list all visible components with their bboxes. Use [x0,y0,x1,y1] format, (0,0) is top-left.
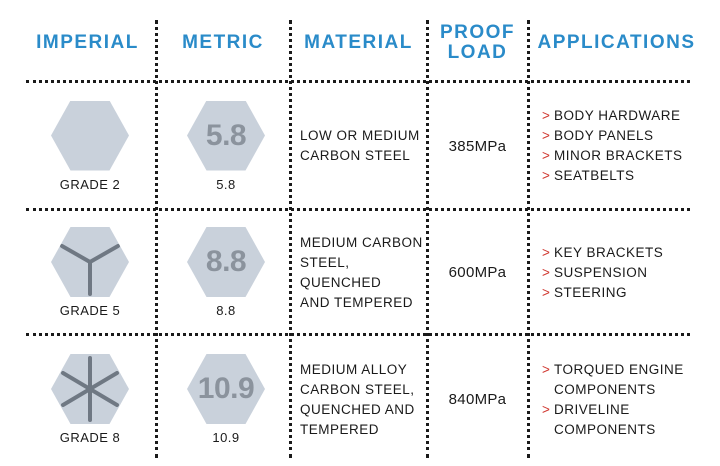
hex-six-radial-marks-icon [51,354,129,424]
bullet-marker: > [542,244,551,260]
hex-three-radial-marks-icon [51,227,129,297]
grade-8-marks [61,356,119,422]
application-item: > DRIVELINE COMPONENTS [542,400,656,440]
row-divider [26,333,690,336]
application-text: BODY HARDWARE [554,108,681,123]
bullet-marker: > [542,168,551,183]
applications-cell: > TORQUED ENGINE COMPONENTS > DRIVELINE COMP… [528,337,720,462]
material-line: CARBON STEEL, [300,381,415,397]
header-imperial: IMPERIAL [36,32,139,53]
bullet-marker: > [542,108,551,123]
metric-stamp: 10.9 [197,372,255,405]
application-item: > MINOR BRACKETS [542,146,683,166]
applications-cell: > BODY HARDWARE > BODY PANELS > MINOR BRACK… [528,84,720,208]
application-item: > BODY HARDWARE [542,106,681,126]
application-item: > SUSPENSION [542,263,648,283]
row-divider [26,80,690,83]
application-text: KEY BRACKETS [554,244,664,260]
metric-grade-label: 10.9 [212,430,240,445]
header-proof-load: PROOF LOAD [428,0,527,86]
bullet-marker: > [542,148,551,163]
table-row: GRADE 5 8.8 8.8 MEDIUM CARBON STEEL, QUE… [0,212,720,333]
applications-cell: > KEY BRACKETS > SUSPENSION > STEERING [528,212,720,333]
bullet-marker: > [542,128,551,143]
application-text: MINOR BRACKETS [554,148,683,163]
application-text: DRIVELINE [554,401,630,417]
material-line: TEMPERED [300,421,380,437]
application-item: > KEY BRACKETS [542,243,663,263]
imperial-cell: GRADE 8 [50,337,130,462]
table-row: GRADE 8 10.9 10.9 MEDIUM ALLOY CARBON ST… [0,337,720,462]
application-text: COMPONENTS [554,381,656,397]
bullet-marker: > [542,361,551,377]
imperial-cell: GRADE 2 [50,84,130,208]
metric-hex-icon: 10.9 [187,354,265,424]
application-text: SUSPENSION [554,264,648,280]
material-line: MEDIUM ALLOY [300,361,408,377]
metric-stamp: 5.8 [205,118,247,152]
material-line: CARBON STEEL [300,148,411,163]
header-metric: METRIC [182,32,264,53]
proof-load-value: 600MPa [448,264,507,281]
application-item: > TORQUED ENGINE COMPONENTS [542,360,684,400]
application-item: > STEERING [542,283,627,303]
column-divider [155,20,158,458]
metric-cell: 10.9 10.9 [186,337,266,462]
imperial-grade-label: GRADE 2 [59,176,121,192]
imperial-cell: GRADE 5 [50,212,130,333]
material-line: QUENCHED AND [300,401,415,417]
metric-grade-label: 8.8 [216,303,236,318]
metric-cell: 5.8 5.8 [186,84,266,208]
application-text: BODY PANELS [554,128,654,143]
material-cell: LOW OR MEDIUM CARBON STEEL [292,84,430,208]
proof-load-value: 385MPa [448,137,507,155]
table-row: GRADE 2 5.8 5.8 LOW OR MEDIUM CARBON STE… [0,84,720,208]
metric-grade-label: 5.8 [216,176,236,192]
header-material: MATERIAL [304,32,413,53]
imperial-grade-label: GRADE 5 [59,303,121,318]
column-divider [426,20,429,458]
column-divider [527,20,530,458]
material-line: MEDIUM CARBON [300,234,423,250]
metric-hex-icon: 5.8 [187,100,265,171]
application-item: > SEATBELTS [542,166,635,186]
material-cell: MEDIUM ALLOY CARBON STEEL, QUENCHED AND … [292,337,430,462]
application-text: COMPONENTS [554,421,656,437]
metric-cell: 8.8 8.8 [186,212,266,333]
header-proof-load-line1: PROOF [439,22,516,43]
application-item: > BODY PANELS [542,126,654,146]
material-cell: MEDIUM CARBON STEEL, QUENCHED AND TEMPER… [292,212,430,333]
metric-stamp: 8.8 [205,245,247,278]
material-line: AND TEMPERED [300,294,414,310]
bullet-marker: > [542,264,551,280]
proof-load-value: 840MPa [448,391,507,408]
material-line: STEEL, QUENCHED [300,254,382,290]
material-line: LOW OR MEDIUM [300,128,420,143]
hex-no-marks-icon [51,100,129,171]
application-text: TORQUED ENGINE [554,361,684,377]
imperial-grade-label: GRADE 8 [59,430,121,445]
application-text: SEATBELTS [554,168,635,183]
bullet-marker: > [542,284,551,300]
grade-5-marks [60,244,120,296]
application-text: STEERING [554,284,628,300]
column-divider [289,20,292,458]
row-divider [26,208,690,211]
bullet-marker: > [542,401,551,417]
metric-hex-icon: 8.8 [187,227,265,297]
header-proof-load-line2: LOAD [447,42,508,63]
header-applications: APPLICATIONS [537,32,696,53]
